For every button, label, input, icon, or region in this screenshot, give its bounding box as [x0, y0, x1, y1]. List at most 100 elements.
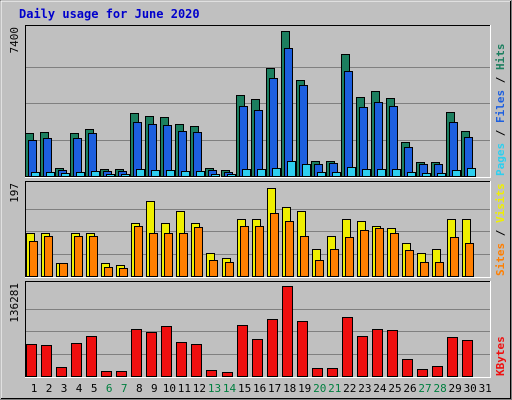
x-tick-label-day-14: 14: [223, 382, 237, 395]
legend-separator: /: [494, 223, 507, 243]
bar-kbytes-day-19: [297, 321, 308, 377]
bar-pages-day-10: [166, 170, 175, 177]
bar-kbytes-day-29: [447, 337, 458, 377]
legend-item-kbytes: KBytes: [494, 336, 507, 376]
bar-kbytes-day-7: [116, 371, 127, 377]
bar-sites-day-12: [194, 227, 203, 277]
bar-files-day-8: [133, 122, 142, 177]
bar-sites-day-4: [74, 236, 83, 277]
y-max-label: 197: [8, 183, 21, 203]
bar-kbytes-day-11: [176, 342, 187, 377]
bar-files-day-17: [269, 78, 278, 177]
bar-files-day-11: [178, 131, 187, 177]
bar-kbytes-day-16: [252, 339, 263, 377]
bar-sites-day-14: [225, 262, 234, 277]
x-tick-label-day-22: 22: [343, 382, 356, 395]
bar-sites-day-6: [104, 267, 113, 277]
chart-title: Daily usage for June 2020: [19, 7, 200, 21]
bar-pages-day-18: [287, 161, 296, 177]
bar-kbytes-day-10: [161, 326, 172, 377]
bar-pages-day-22: [347, 167, 356, 177]
bar-files-day-4: [73, 138, 82, 177]
bar-kbytes-day-15: [237, 325, 248, 377]
panel-kbytes: 136281 KBytes: [8, 281, 507, 378]
x-tick-label-day-16: 16: [253, 382, 266, 395]
bar-files-day-16: [254, 110, 263, 177]
bar-sites-day-25: [390, 233, 399, 277]
bar-files-day-5: [88, 133, 97, 177]
legend-item-sites: Sites: [494, 243, 507, 276]
bar-kbytes-day-24: [372, 329, 383, 377]
bar-pages-day-28: [437, 173, 446, 177]
bar-sites-day-3: [59, 263, 68, 277]
bar-kbytes-day-23: [357, 336, 368, 377]
x-tick-label-day-28: 28: [433, 382, 446, 395]
bar-sites-day-30: [465, 243, 474, 277]
panel-sites-visits: 197 Sites / Visits: [8, 181, 507, 278]
bar-kbytes-day-5: [86, 336, 97, 377]
legend-kbytes: KBytes: [494, 336, 507, 376]
x-tick-label-day-23: 23: [358, 382, 371, 395]
bar-pages-day-20: [317, 172, 326, 177]
bar-kbytes-day-25: [387, 330, 398, 377]
legend-pages-files-hits: Pages / Files / Hits: [494, 44, 507, 177]
x-tick-label-day-31: 31: [479, 382, 492, 395]
bar-sites-day-19: [300, 236, 309, 277]
bar-pages-day-29: [452, 170, 461, 177]
bar-pages-day-13: [211, 174, 220, 177]
x-tick-label-day-24: 24: [373, 382, 387, 395]
bar-kbytes-day-12: [191, 344, 202, 377]
bar-pages-day-11: [181, 171, 190, 177]
bar-kbytes-day-3: [56, 367, 67, 377]
bar-kbytes-day-26: [402, 359, 413, 377]
x-tick-label-day-19: 19: [298, 382, 311, 395]
bar-pages-day-14: [227, 174, 236, 177]
bar-files-day-22: [344, 71, 353, 177]
bar-files-day-25: [389, 106, 398, 177]
bar-pages-day-8: [136, 169, 145, 177]
panel-pages-files-hits: 7400 Pages / Files / Hits: [8, 25, 507, 178]
bar-files-day-15: [239, 106, 248, 177]
bar-kbytes-day-9: [146, 332, 157, 377]
x-tick-label-day-30: 30: [464, 382, 477, 395]
x-tick-label-day-12: 12: [193, 382, 206, 395]
bar-sites-day-29: [450, 237, 459, 277]
x-tick-label-day-21: 21: [328, 382, 341, 395]
bar-sites-day-13: [209, 260, 218, 277]
x-tick-label-day-2: 2: [46, 382, 53, 395]
x-tick-label-day-26: 26: [403, 382, 416, 395]
bar-files-day-12: [193, 132, 202, 177]
x-tick-label-day-1: 1: [31, 382, 38, 395]
bar-files-day-23: [359, 107, 368, 177]
x-tick-label-day-3: 3: [61, 382, 68, 395]
bar-pages-day-21: [332, 172, 341, 177]
bar-pages-day-15: [242, 169, 251, 177]
bar-kbytes-day-27: [417, 369, 428, 377]
legend-separator: /: [494, 123, 507, 143]
legend-item-visits: Visits: [494, 183, 507, 223]
x-tick-label-day-20: 20: [313, 382, 326, 395]
bar-kbytes-day-17: [267, 319, 278, 377]
bar-sites-day-1: [29, 241, 38, 277]
bar-pages-day-4: [76, 172, 85, 177]
bar-pages-day-17: [272, 168, 281, 177]
x-tick-label-day-10: 10: [163, 382, 176, 395]
x-tick-label-day-17: 17: [268, 382, 281, 395]
y-max-label: 7400: [8, 27, 21, 54]
bar-pages-day-7: [121, 174, 130, 177]
bar-pages-day-2: [46, 172, 55, 177]
bar-sites-day-23: [360, 230, 369, 277]
bar-kbytes-day-22: [342, 317, 353, 377]
bar-pages-day-24: [377, 169, 386, 177]
bar-kbytes-day-14: [222, 372, 233, 377]
bar-pages-day-5: [91, 171, 100, 177]
bar-files-day-24: [374, 102, 383, 177]
bar-sites-day-22: [345, 237, 354, 277]
bar-kbytes-day-4: [71, 343, 82, 377]
bar-files-day-10: [163, 125, 172, 177]
x-tick-label-day-18: 18: [283, 382, 296, 395]
bar-sites-day-27: [420, 262, 429, 277]
bar-kbytes-day-21: [327, 368, 338, 377]
bar-pages-day-9: [151, 170, 160, 177]
bar-sites-day-24: [375, 228, 384, 277]
